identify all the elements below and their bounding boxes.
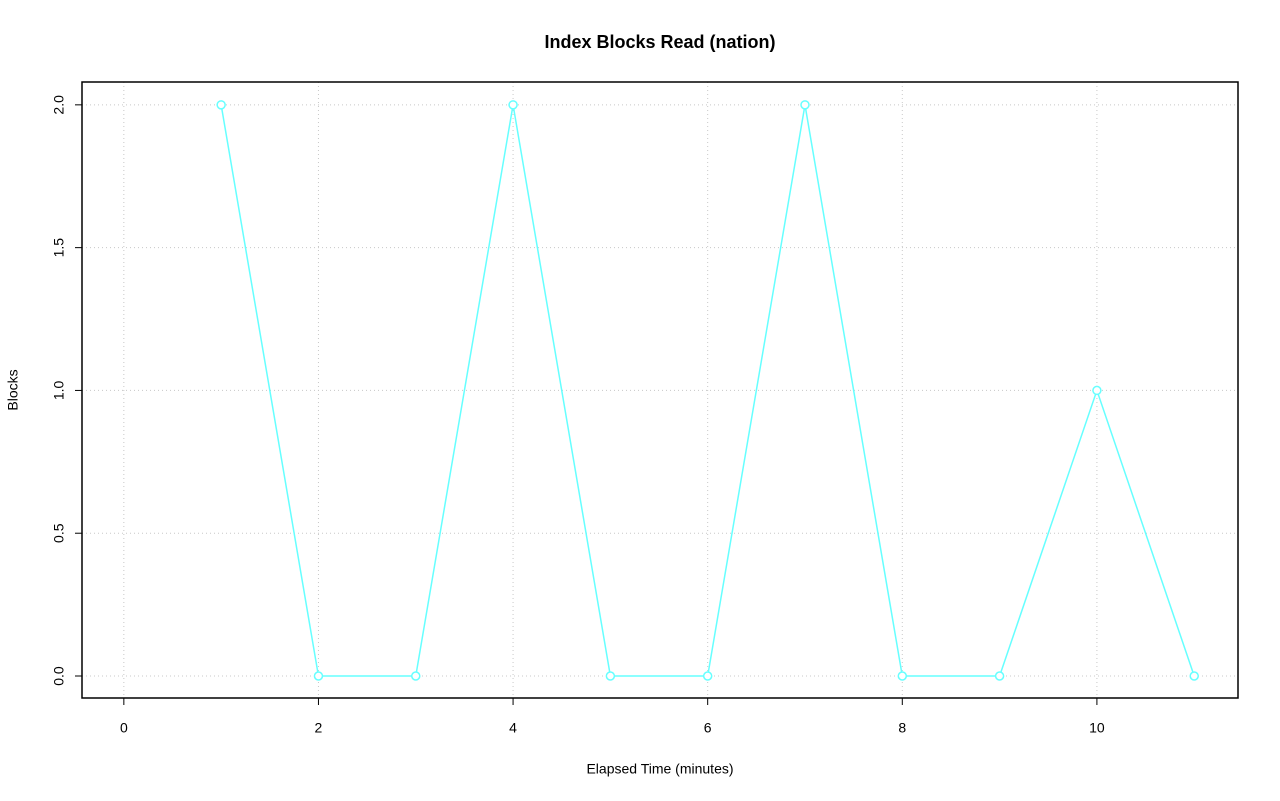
data-point (605, 671, 616, 681)
data-point (800, 100, 810, 110)
data-point (313, 671, 324, 681)
data-point (411, 671, 421, 681)
data-point (994, 671, 1005, 681)
plot-frame (81, 81, 1239, 699)
x-tick-label: 2 (315, 720, 323, 736)
y-tick-label: 2.0 (51, 95, 67, 115)
chart-title: Index Blocks Read (nation) (544, 32, 775, 52)
x-tick-label: 4 (509, 720, 517, 736)
y-tick-label: 0.0 (51, 666, 67, 686)
x-tick-label: 0 (120, 720, 128, 736)
data-point (508, 100, 518, 110)
y-axis-label: Blocks (5, 369, 21, 410)
data-point (897, 671, 908, 681)
data-point (216, 100, 226, 110)
y-tick-label: 0.5 (51, 523, 67, 543)
y-tick-label: 1.5 (51, 238, 67, 258)
x-tick-label: 10 (1089, 720, 1105, 736)
y-tick-label: 1.0 (51, 380, 67, 400)
data-point (1189, 671, 1199, 681)
x-tick-label: 6 (704, 720, 712, 736)
data-point (1092, 385, 1102, 396)
x-axis-label: Elapsed Time (minutes) (586, 761, 733, 777)
x-tick-label: 8 (898, 720, 906, 736)
data-point (702, 671, 713, 681)
